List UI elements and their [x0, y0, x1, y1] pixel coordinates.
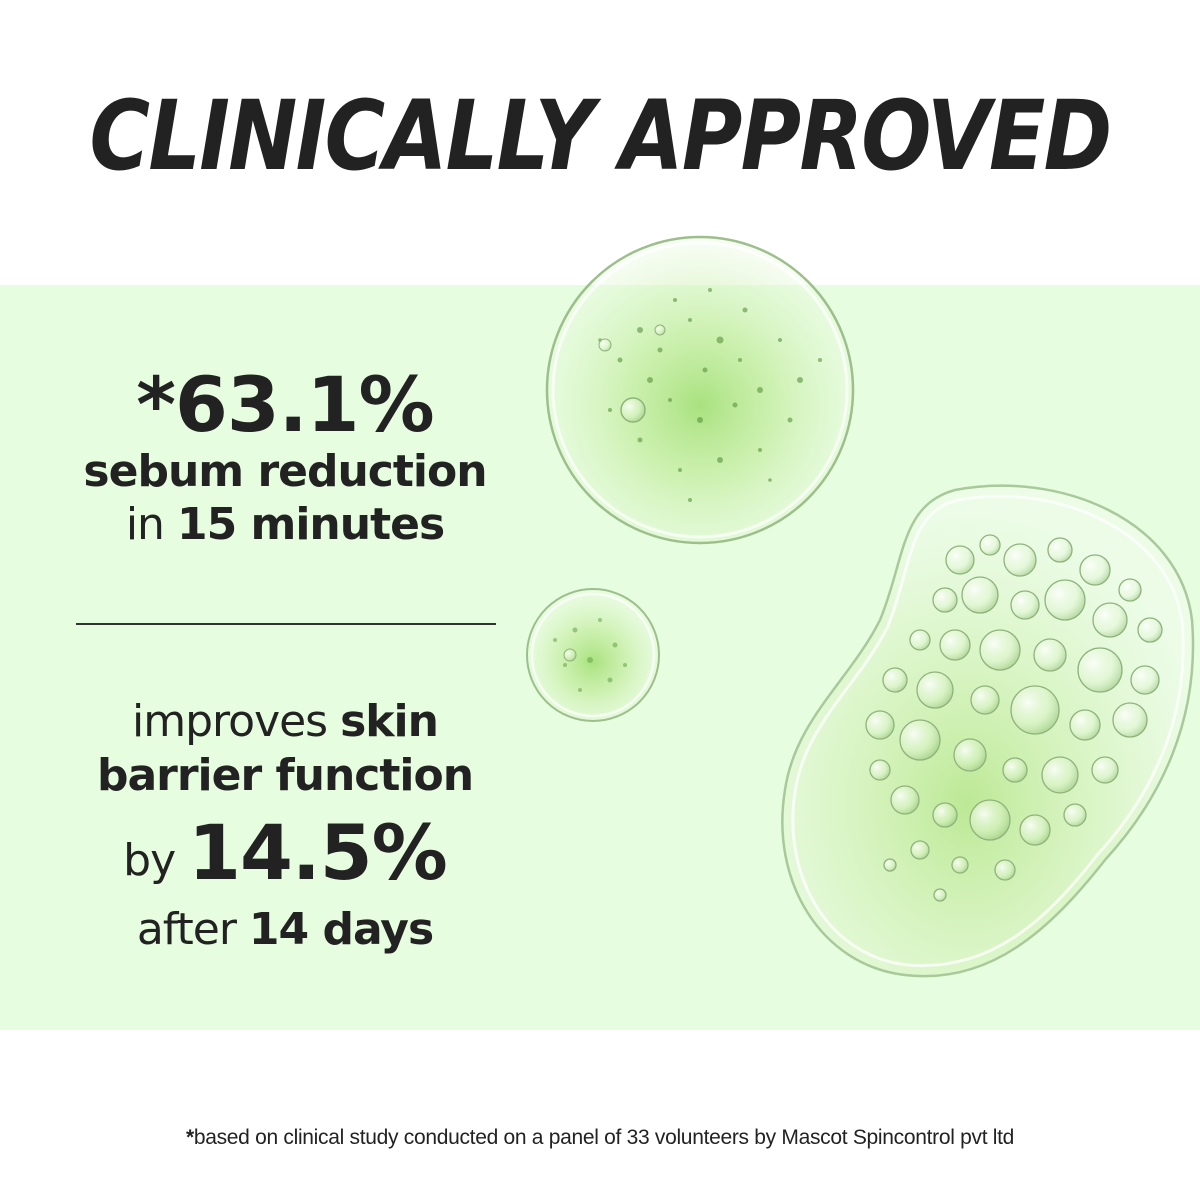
headline: CLINICALLY APPROVED — [89, 80, 1113, 192]
gel-blob — [781, 484, 1195, 978]
barrier-line-2: barrier function — [96, 749, 474, 801]
barrier-improvement-value: by 14.5% — [123, 808, 448, 898]
sebum-reduction-label: sebum reduction — [83, 445, 487, 497]
sebum-timeframe: in 15 minutes — [125, 499, 445, 551]
barrier-stat-block: improves skin barrier function by 14.5% … — [0, 695, 570, 957]
barrier-line-1: improves skin — [132, 696, 439, 747]
round-droplet-small — [526, 588, 660, 722]
sebum-stat-block: *63.1% sebum reduction in 15 minutes — [0, 365, 570, 552]
section-divider — [76, 623, 496, 625]
round-droplet-large — [545, 235, 855, 545]
barrier-timeframe: after 14 days — [136, 904, 434, 956]
study-footnote: *based on clinical study conducted on a … — [185, 1126, 1015, 1149]
sebum-reduction-value: *63.1% — [136, 360, 434, 449]
